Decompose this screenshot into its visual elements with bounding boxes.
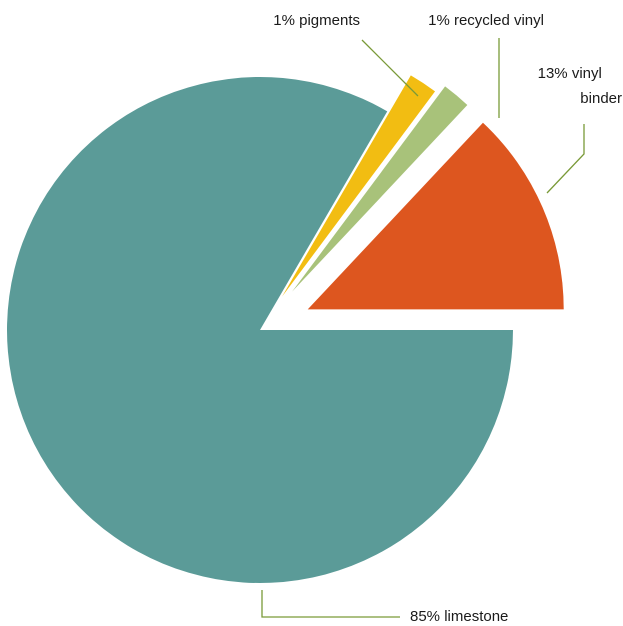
label-vinyl-binder: 13% vinyl binder [538, 65, 622, 107]
label-vinyl-binder-line2: binder [580, 90, 622, 107]
leader-pigments [361, 39, 419, 97]
label-limestone: 85% limestone [410, 608, 508, 625]
leader-limestone [261, 590, 400, 618]
leader-lines [261, 38, 585, 618]
slice-pigments [282, 75, 436, 297]
slice-limestone [6, 77, 514, 584]
slice-recycled-vinyl [292, 86, 468, 292]
pie-slices [6, 75, 564, 584]
leader-vinyl-binder [546, 124, 585, 194]
slice-vinyl-binder [307, 122, 564, 310]
label-recycled-vinyl: 1% recycled vinyl [428, 12, 544, 29]
label-vinyl-binder-line1: 13% vinyl [538, 65, 602, 82]
label-pigments: 1% pigments [273, 12, 360, 29]
